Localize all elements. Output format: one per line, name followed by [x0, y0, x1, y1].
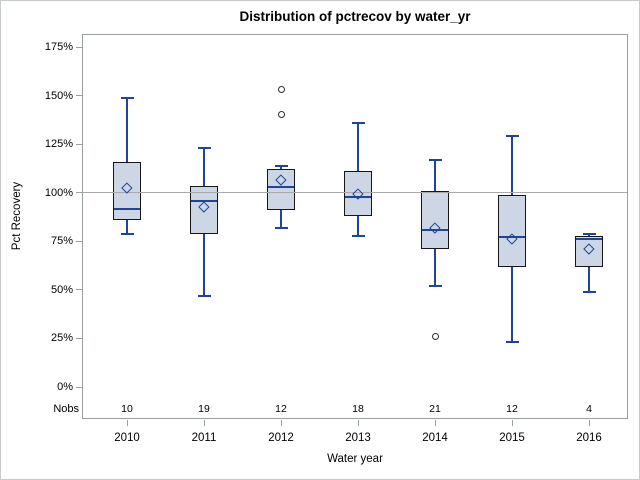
x-tick-mark	[357, 420, 359, 426]
x-tick-label: 2013	[345, 432, 371, 444]
whisker-cap-bottom	[274, 226, 288, 229]
whisker-cap-top	[120, 96, 134, 99]
nobs-value: 18	[352, 403, 364, 415]
whisker-cap-bottom	[428, 284, 442, 287]
whisker-cap-bottom	[582, 290, 596, 293]
box-iqr	[421, 190, 449, 250]
outlier-point	[277, 86, 285, 94]
y-tick-label: 150%	[44, 89, 73, 102]
y-tick-mark	[76, 289, 82, 291]
median-line	[422, 228, 448, 231]
whisker-cap-bottom	[351, 235, 365, 238]
whisker-cap-top	[351, 121, 365, 124]
y-tick-mark	[76, 240, 82, 242]
nobs-value: 4	[586, 403, 592, 415]
median-line	[268, 185, 294, 188]
x-tick-label: 2016	[576, 432, 602, 444]
median-line	[345, 195, 371, 198]
nobs-value: 12	[506, 403, 518, 415]
whisker-cap-bottom	[505, 341, 519, 344]
y-tick-label: 25%	[50, 332, 73, 345]
y-tick-mark	[76, 386, 82, 388]
median-line	[114, 208, 140, 211]
y-tick-mark	[76, 143, 82, 145]
x-tick-label: 2012	[268, 432, 294, 444]
chart-title: Distribution of pctrecov by water_yr	[239, 9, 471, 24]
x-tick-mark	[203, 420, 205, 426]
x-tick-mark	[280, 420, 282, 426]
y-tick-label: 75%	[50, 235, 73, 248]
box-iqr	[498, 194, 526, 267]
whisker-cap-top	[582, 232, 596, 235]
y-tick-mark	[76, 192, 82, 194]
x-tick-mark	[511, 420, 513, 426]
x-tick-label: 2010	[114, 432, 140, 444]
y-tick-mark	[76, 46, 82, 48]
x-tick-label: 2014	[422, 432, 448, 444]
whisker-cap-top	[505, 135, 519, 138]
nobs-value: 21	[429, 403, 441, 415]
x-tick-mark	[126, 420, 128, 426]
y-tick-mark	[76, 337, 82, 339]
whisker-cap-bottom	[120, 232, 134, 235]
y-tick-mark	[76, 95, 82, 97]
plot-frame	[82, 34, 628, 419]
x-tick-mark	[434, 420, 436, 426]
nobs-value: 12	[275, 403, 287, 415]
nobs-row-label: Nobs	[53, 403, 79, 415]
box-iqr	[575, 236, 603, 267]
nobs-value: 19	[198, 403, 210, 415]
box-iqr	[344, 171, 372, 216]
whisker-cap-top	[274, 164, 288, 167]
outlier-point	[431, 332, 439, 340]
median-line	[499, 236, 525, 239]
reference-line	[83, 192, 627, 194]
x-tick-label: 2015	[499, 432, 525, 444]
y-tick-label: 175%	[44, 41, 73, 53]
x-tick-label: 2011	[191, 432, 217, 444]
outlier-point	[277, 110, 285, 118]
nobs-value: 10	[121, 403, 133, 415]
whisker-cap-top	[197, 147, 211, 150]
y-tick-label: 100%	[44, 186, 73, 199]
x-axis-label: Water year	[327, 453, 383, 465]
y-tick-label: 50%	[50, 283, 73, 296]
median-line	[191, 200, 217, 203]
y-tick-label: 125%	[44, 138, 73, 151]
whisker-cap-top	[428, 158, 442, 161]
whisker-cap-bottom	[197, 294, 211, 297]
median-line	[576, 238, 602, 241]
box-iqr	[267, 169, 295, 211]
y-tick-label: 0%	[57, 381, 73, 393]
box-iqr	[190, 185, 218, 234]
x-tick-mark	[588, 420, 590, 426]
